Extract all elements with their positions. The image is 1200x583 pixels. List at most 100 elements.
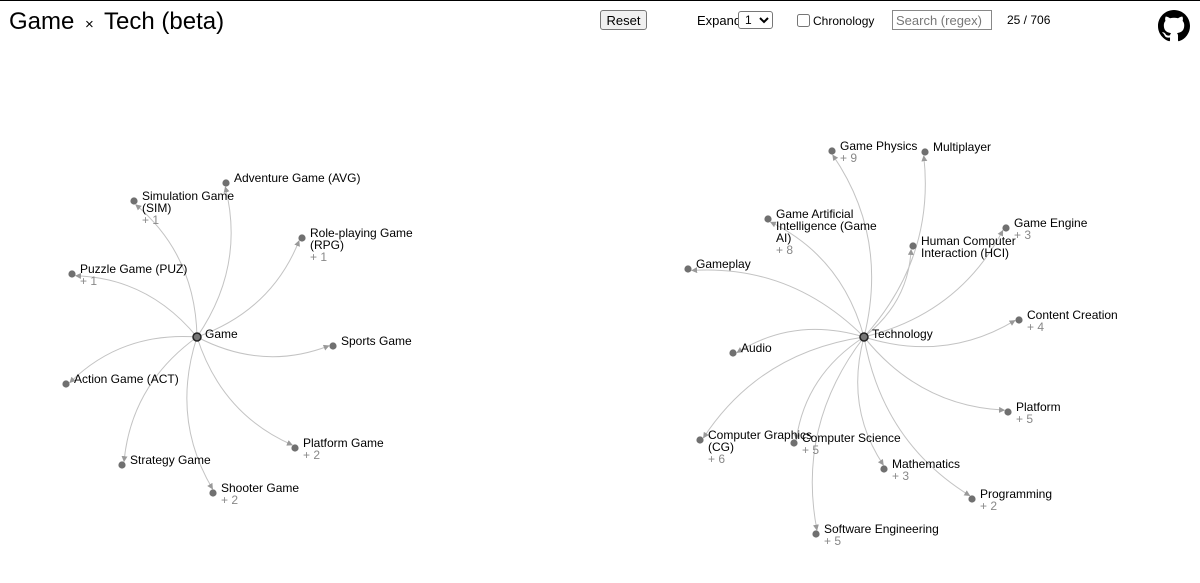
node-dot[interactable] <box>729 349 737 357</box>
node-shooter-game[interactable]: Shooter Game+ 2 <box>209 481 299 507</box>
node-game-physics[interactable]: Game Physics+ 9 <box>828 139 917 165</box>
node-software-engineering[interactable]: Software Engineering+ 5 <box>812 522 939 548</box>
node-label[interactable]: Programming <box>980 487 1052 501</box>
edge-software-engineering <box>811 336 865 531</box>
node-label[interactable]: AI) <box>776 231 791 245</box>
node-extra-count: + 2 <box>221 493 238 507</box>
node-label[interactable]: Content Creation <box>1027 308 1118 322</box>
node-label[interactable]: Mathematics <box>892 457 960 471</box>
node-strategy-game[interactable]: Strategy Game <box>118 453 211 469</box>
node-role-playing-game-rpg[interactable]: Role-playing Game(RPG)+ 1 <box>298 226 413 264</box>
node-label[interactable]: Strategy Game <box>130 453 211 467</box>
node-dot[interactable] <box>68 270 76 278</box>
node-label[interactable]: Multiplayer <box>933 140 991 154</box>
node-label[interactable]: Action Game (ACT) <box>74 372 179 386</box>
edge-audio <box>736 328 865 353</box>
node-content-creation[interactable]: Content Creation+ 4 <box>1015 308 1118 334</box>
node-label[interactable]: Platform <box>1016 400 1061 414</box>
node-label[interactable]: Shooter Game <box>221 481 299 495</box>
root-node-technology[interactable]: Technology <box>859 327 933 342</box>
node-dot[interactable] <box>62 380 70 388</box>
node-dot[interactable] <box>298 234 306 242</box>
node-label[interactable]: Software Engineering <box>824 522 939 536</box>
node-label[interactable]: Sports Game <box>341 334 412 348</box>
node-dot[interactable] <box>130 197 138 205</box>
root-node-dot[interactable] <box>859 332 869 342</box>
node-platform[interactable]: Platform+ 5 <box>1004 400 1061 426</box>
node-label[interactable]: Interaction (HCI) <box>921 246 1009 260</box>
node-platform-game[interactable]: Platform Game+ 2 <box>291 436 384 462</box>
node-extra-count: + 9 <box>840 151 857 165</box>
node-label[interactable]: Human Computer <box>921 234 1016 248</box>
edge-platform-game <box>196 336 293 446</box>
node-label[interactable]: Simulation Game <box>142 189 234 203</box>
node-dot[interactable] <box>828 147 836 155</box>
node-sports-game[interactable]: Sports Game <box>329 334 412 350</box>
node-dot[interactable] <box>968 495 976 503</box>
node-label[interactable]: (CG) <box>708 440 734 454</box>
node-dot[interactable] <box>118 461 126 469</box>
root-node-label[interactable]: Technology <box>872 327 933 341</box>
node-simulation-game-sim[interactable]: Simulation Game(SIM)+ 1 <box>130 189 234 227</box>
node-audio[interactable]: Audio <box>729 341 772 357</box>
node-dot[interactable] <box>790 439 798 447</box>
node-computer-science[interactable]: Computer Science+ 5 <box>790 431 901 457</box>
node-dot[interactable] <box>1004 408 1012 416</box>
node-dot[interactable] <box>291 444 299 452</box>
node-dot[interactable] <box>880 465 888 473</box>
node-extra-count: + 2 <box>303 448 320 462</box>
node-label[interactable]: Game Physics <box>840 139 917 153</box>
chronology-label: Chronology <box>813 14 875 28</box>
node-label[interactable]: (SIM) <box>142 201 171 215</box>
node-game-engine[interactable]: Game Engine+ 3 <box>1002 216 1088 242</box>
node-label[interactable]: Game Artificial <box>776 207 853 221</box>
search-input[interactable] <box>892 10 992 30</box>
node-label[interactable]: Audio <box>741 341 772 355</box>
node-dot[interactable] <box>696 436 704 444</box>
node-label[interactable]: Intelligence (Game <box>776 219 877 233</box>
node-label[interactable]: Computer Science <box>802 431 901 445</box>
node-label[interactable]: Gameplay <box>696 257 751 271</box>
node-mathematics[interactable]: Mathematics+ 3 <box>880 457 960 483</box>
root-node-label[interactable]: Game <box>205 327 238 341</box>
expand-label: Expand <box>697 13 742 28</box>
node-multiplayer[interactable]: Multiplayer <box>921 140 991 156</box>
node-computer-graphics-cg[interactable]: Computer Graphics(CG)+ 6 <box>696 428 812 466</box>
root-node-dot[interactable] <box>192 332 202 342</box>
node-action-game-act[interactable]: Action Game (ACT) <box>62 372 179 388</box>
edge-game-engine <box>863 229 1004 338</box>
node-label[interactable]: Platform Game <box>303 436 384 450</box>
expand-select[interactable]: 1 <box>738 11 773 29</box>
reset-button[interactable]: Reset <box>600 10 647 30</box>
node-dot[interactable] <box>1015 316 1023 324</box>
node-extra-count: + 5 <box>1016 412 1033 426</box>
node-dot[interactable] <box>909 242 917 250</box>
node-dot[interactable] <box>812 530 820 538</box>
node-label[interactable]: Computer Graphics <box>708 428 812 442</box>
node-label[interactable]: (RPG) <box>310 238 344 252</box>
node-dot[interactable] <box>764 215 772 223</box>
node-dot[interactable] <box>329 342 337 350</box>
node-dot[interactable] <box>1002 224 1010 232</box>
node-count: 25 / 706 <box>1007 13 1051 27</box>
chronology-checkbox[interactable] <box>797 14 810 27</box>
node-programming[interactable]: Programming+ 2 <box>968 487 1052 513</box>
node-label[interactable]: Adventure Game (AVG) <box>234 171 361 185</box>
root-node-game[interactable]: Game <box>192 327 238 342</box>
node-extra-count: + 1 <box>80 274 97 288</box>
node-adventure-game-avg[interactable]: Adventure Game (AVG) <box>222 171 361 187</box>
node-dot[interactable] <box>209 489 217 497</box>
node-label[interactable]: Role-playing Game <box>310 226 413 240</box>
node-dot[interactable] <box>222 179 230 187</box>
node-gameplay[interactable]: Gameplay <box>684 257 751 273</box>
github-icon[interactable] <box>1158 10 1190 42</box>
node-dot[interactable] <box>684 265 692 273</box>
node-label[interactable]: Puzzle Game (PUZ) <box>80 262 187 276</box>
node-puzzle-game-puz[interactable]: Puzzle Game (PUZ)+ 1 <box>68 262 187 288</box>
node-dot[interactable] <box>921 148 929 156</box>
node-label[interactable]: Game Engine <box>1014 216 1088 230</box>
edge-multiplayer <box>863 155 928 338</box>
